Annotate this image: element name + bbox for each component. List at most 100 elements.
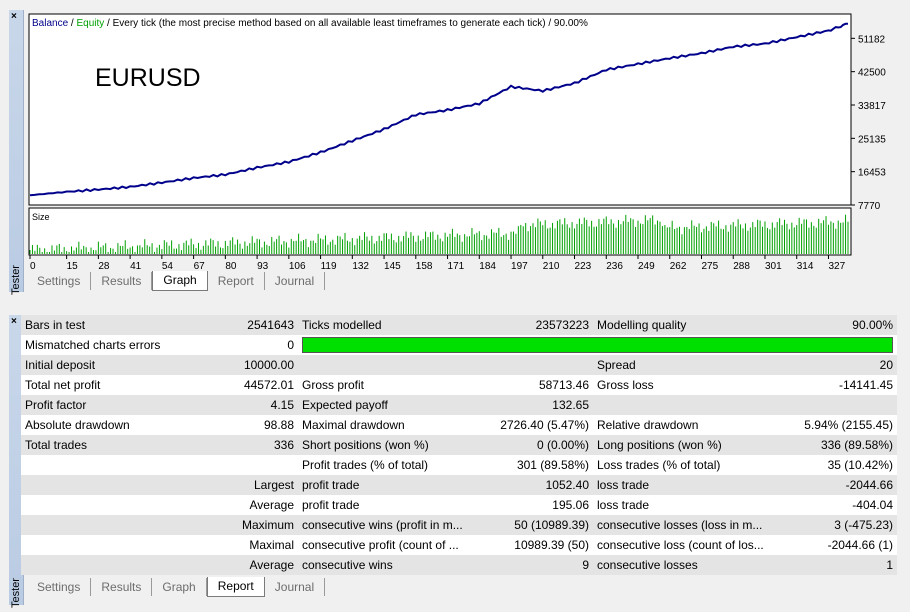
cell-v2 (483, 355, 593, 375)
legend-equity: Equity (76, 18, 104, 29)
cell-l1 (21, 495, 222, 515)
table-row: Profit factor 4.15 Expected payoff 132.65 (21, 395, 897, 415)
cell-v1: Maximal (249, 538, 294, 552)
cell-v2: 1052.40 (545, 478, 589, 492)
cell-v2: 50 (10989.39) (514, 518, 589, 532)
x-tick-label: 236 (606, 261, 623, 272)
table-row: Profit trades (% of total) 301 (89.58%) Lo… (21, 455, 897, 475)
cell-v3: -2044.66 (1) (827, 538, 893, 552)
cell-v3: 90.00% (852, 318, 893, 332)
x-tick-label: 275 (701, 261, 718, 272)
cell-l3: Spread (597, 358, 636, 372)
y-tick-label: 7770 (858, 201, 881, 212)
cell-v1: Average (249, 498, 294, 512)
x-tick-label: 54 (162, 261, 174, 272)
cell-l3: Loss trades (% of total) (597, 458, 721, 472)
cell-v1: 44572.01 (243, 378, 294, 392)
cell-l3: consecutive loss (count of los... (597, 538, 764, 552)
cell-v2: 132.65 (552, 398, 589, 412)
tab-graph[interactable]: Graph (152, 578, 207, 596)
x-tick-label: 184 (479, 261, 496, 272)
x-tick-label: 67 (194, 261, 206, 272)
chart-legend: Balance / Equity / Every tick (the most … (32, 18, 588, 29)
cell-l2: Maximal drawdown (302, 418, 405, 432)
tab-settings[interactable]: Settings (27, 578, 92, 596)
tab-graph[interactable]: Graph (152, 271, 208, 291)
cell-l2: consecutive wins (302, 558, 393, 572)
tester-strip-2: × Tester (9, 315, 24, 608)
cell-l3: Long positions (won %) (597, 438, 722, 452)
cell-l2: Expected payoff (302, 398, 388, 412)
cell-l2: consecutive profit (count of ... (302, 538, 459, 552)
table-row: Average consecutive wins 9 consecutive loss… (21, 555, 897, 575)
cell-v1: Maximum (241, 518, 294, 532)
tester-strip: × Tester (9, 10, 24, 295)
tab-settings[interactable]: Settings (27, 272, 92, 290)
legend-sep: / (68, 18, 76, 29)
tab-report[interactable]: Report (208, 272, 265, 290)
cell-l1: Mismatched charts errors (25, 338, 161, 352)
cell-v3: 3 (-475.23) (834, 518, 893, 532)
cell-l1 (21, 555, 222, 575)
modelling-quality-bar (298, 335, 897, 355)
x-tick-label: 288 (733, 261, 750, 272)
x-tick-label: 301 (765, 261, 782, 272)
cell-l1 (21, 515, 222, 535)
x-tick-label: 106 (289, 261, 306, 272)
tester-label: Tester (10, 578, 22, 608)
cell-l3: Relative drawdown (597, 418, 699, 432)
cell-v3: 5.94% (2155.45) (804, 418, 893, 432)
legend-rest: / Every tick (the most precise method ba… (104, 18, 588, 29)
cell-l1: Initial deposit (25, 358, 96, 372)
cell-v2: 9 (582, 558, 589, 572)
cell-l1 (21, 455, 222, 475)
cell-l1: Bars in test (25, 318, 86, 332)
cell-l1: Total net profit (25, 378, 101, 392)
quality-bar-fill (302, 337, 893, 353)
x-tick-label: 132 (352, 261, 369, 272)
table-row: Largest profit trade 1052.40 loss trade -204… (21, 475, 897, 495)
cell-v1: 2541643 (247, 318, 294, 332)
cell-v2: 10989.39 (50) (514, 538, 589, 552)
cell-v2: 195.06 (552, 498, 589, 512)
report-panel: × Tester Settings Results Graph Report J… (9, 315, 908, 608)
x-tick-label: 223 (575, 261, 592, 272)
cell-v1: 10000.00 (243, 358, 294, 372)
cell-v1: 4.15 (270, 398, 294, 412)
cell-l2: consecutive wins (profit in m... (302, 518, 463, 532)
cell-l3: Modelling quality (597, 318, 687, 332)
cell-l3 (593, 395, 788, 415)
tab-journal[interactable]: Journal (265, 578, 326, 596)
report-table: Bars in test 2541643 Ticks modelled 2357322… (21, 315, 897, 575)
cell-v3: -14141.45 (838, 378, 893, 392)
cell-v1: 0 (287, 338, 294, 352)
cell-v2: 0 (0.00%) (536, 438, 589, 452)
balance-chart: Balance / Equity / Every tick (the most … (28, 13, 886, 272)
close-icon[interactable]: × (11, 316, 17, 327)
tab-results[interactable]: Results (91, 578, 153, 596)
tab-results[interactable]: Results (91, 272, 153, 290)
x-tick-label: 158 (416, 261, 433, 272)
cell-l1: Absolute drawdown (25, 418, 130, 432)
symbol-label: EURUSD (95, 64, 201, 92)
cell-l2: Ticks modelled (302, 318, 382, 332)
cell-l2: profit trade (302, 498, 360, 512)
tester-label: Tester (10, 265, 22, 295)
close-icon[interactable]: × (11, 11, 17, 22)
x-tick-label: 210 (543, 261, 560, 272)
tab-journal[interactable]: Journal (265, 272, 326, 290)
cell-l1: Total trades (25, 438, 88, 452)
table-row: Total trades 336 Short positions (won %) 0 … (21, 435, 897, 455)
balance-line (29, 22, 849, 197)
cell-l3: consecutive losses (loss in m... (597, 518, 763, 532)
x-tick-label: 93 (257, 261, 269, 272)
cell-l3: Gross loss (597, 378, 654, 392)
cell-l3: consecutive losses (597, 558, 698, 572)
cell-v3: 35 (10.42%) (827, 458, 893, 472)
cell-v3: 336 (89.58%) (820, 438, 893, 452)
tab-report[interactable]: Report (206, 577, 265, 597)
x-tick-label: 41 (130, 261, 142, 272)
cell-v3: 1 (886, 558, 893, 572)
table-row: Average profit trade 195.06 loss trade -404.… (21, 495, 897, 515)
x-tick-label: 327 (828, 261, 845, 272)
